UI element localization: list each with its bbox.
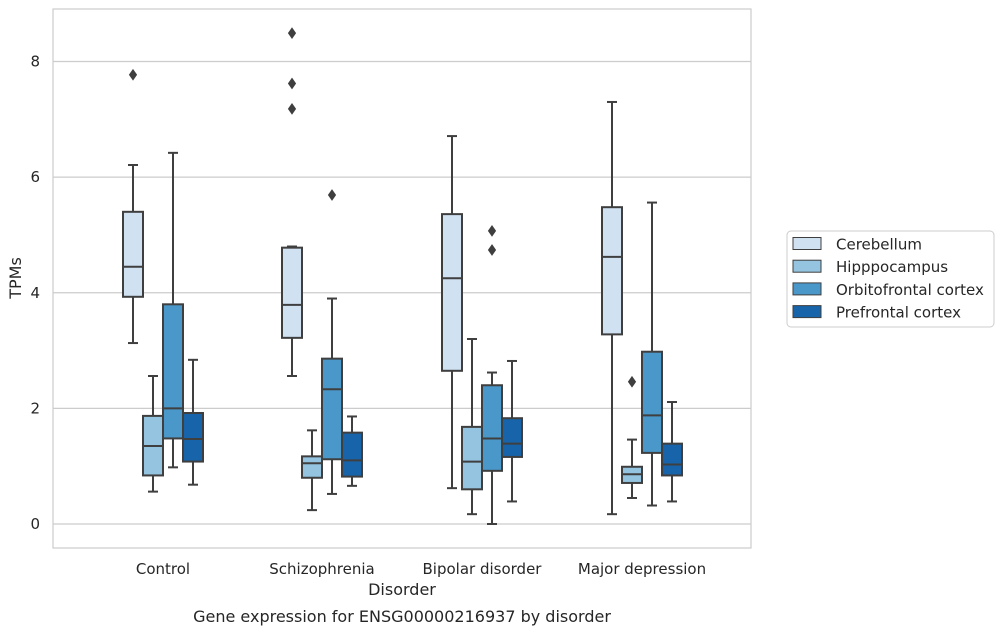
outlier-point (487, 244, 497, 256)
box-group (122, 68, 144, 345)
legend-swatch (792, 282, 822, 296)
legend-label: Cerebellum (836, 236, 922, 254)
box-iqr (162, 303, 184, 440)
box-group (601, 100, 623, 516)
box-iqr (341, 431, 363, 478)
y-tick-label: 2 (30, 399, 40, 417)
box-iqr (321, 357, 343, 461)
box-iqr (441, 213, 463, 372)
x-axis-label: Disorder (368, 580, 436, 599)
box-iqr (501, 417, 523, 458)
legend-swatch (792, 305, 822, 319)
outlier-point (287, 103, 297, 115)
box-iqr (461, 425, 483, 491)
box-group (301, 429, 323, 512)
x-tick-label: Control (136, 560, 190, 578)
box-group (341, 415, 363, 487)
y-tick-label: 6 (30, 168, 40, 186)
box-group (182, 358, 204, 486)
box-iqr (661, 442, 683, 477)
y-tick-label: 4 (30, 284, 40, 302)
legend-label: Hipppocampus (836, 258, 948, 276)
box-group (321, 189, 343, 495)
chart-caption: Gene expression for ENSG00000216937 by d… (193, 607, 611, 626)
y-tick-labels: 0 2 4 6 8 (30, 53, 40, 534)
box-iqr (481, 384, 503, 472)
outlier-point (487, 225, 497, 237)
boxes (122, 27, 683, 525)
outlier-point (327, 189, 337, 201)
x-tick-label: Major depression (578, 560, 706, 578)
y-axis-label: TPMs (6, 257, 25, 300)
legend: Cerebellum Hipppocampus Orbitofrontal cort… (786, 230, 995, 328)
plot-area-frame (52, 8, 752, 549)
box-iqr (122, 210, 144, 298)
box-group (501, 359, 523, 503)
legend-swatch (792, 237, 822, 250)
box-group (461, 338, 483, 516)
box-group (162, 151, 184, 469)
box-iqr (641, 350, 663, 454)
x-tick-labels: Control Schizophrenia Bipolar disorder Majo… (136, 560, 706, 578)
box-group (142, 375, 164, 493)
legend-swatch (792, 259, 822, 273)
legend-items: Cerebellum Hipppocampus Orbitofrontal cort… (792, 236, 984, 322)
legend-label: Prefrontal cortex (836, 304, 961, 322)
box-iqr (281, 246, 303, 339)
box-group (441, 135, 463, 490)
box-iqr (301, 455, 323, 479)
box-group (481, 225, 503, 525)
outlier-point (287, 77, 297, 90)
box-iqr (182, 412, 204, 463)
y-tick-label: 0 (30, 515, 40, 533)
x-tick-label: Schizophrenia (269, 560, 374, 578)
box-group (621, 375, 643, 499)
outlier-point (627, 375, 637, 388)
y-tick-label: 8 (30, 53, 40, 71)
outlier-point (287, 27, 297, 40)
box-iqr (601, 206, 623, 336)
box-group (641, 201, 663, 507)
legend-frame (786, 230, 995, 328)
box-group (661, 401, 683, 503)
x-tick-label: Bipolar disorder (423, 560, 543, 578)
box-group (281, 27, 303, 377)
outlier-point (128, 68, 138, 81)
legend-label: Orbitofrontal cortex (836, 281, 984, 299)
